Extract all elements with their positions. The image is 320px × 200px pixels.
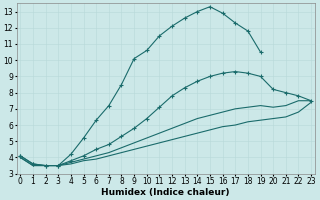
X-axis label: Humidex (Indice chaleur): Humidex (Indice chaleur) xyxy=(101,188,230,197)
